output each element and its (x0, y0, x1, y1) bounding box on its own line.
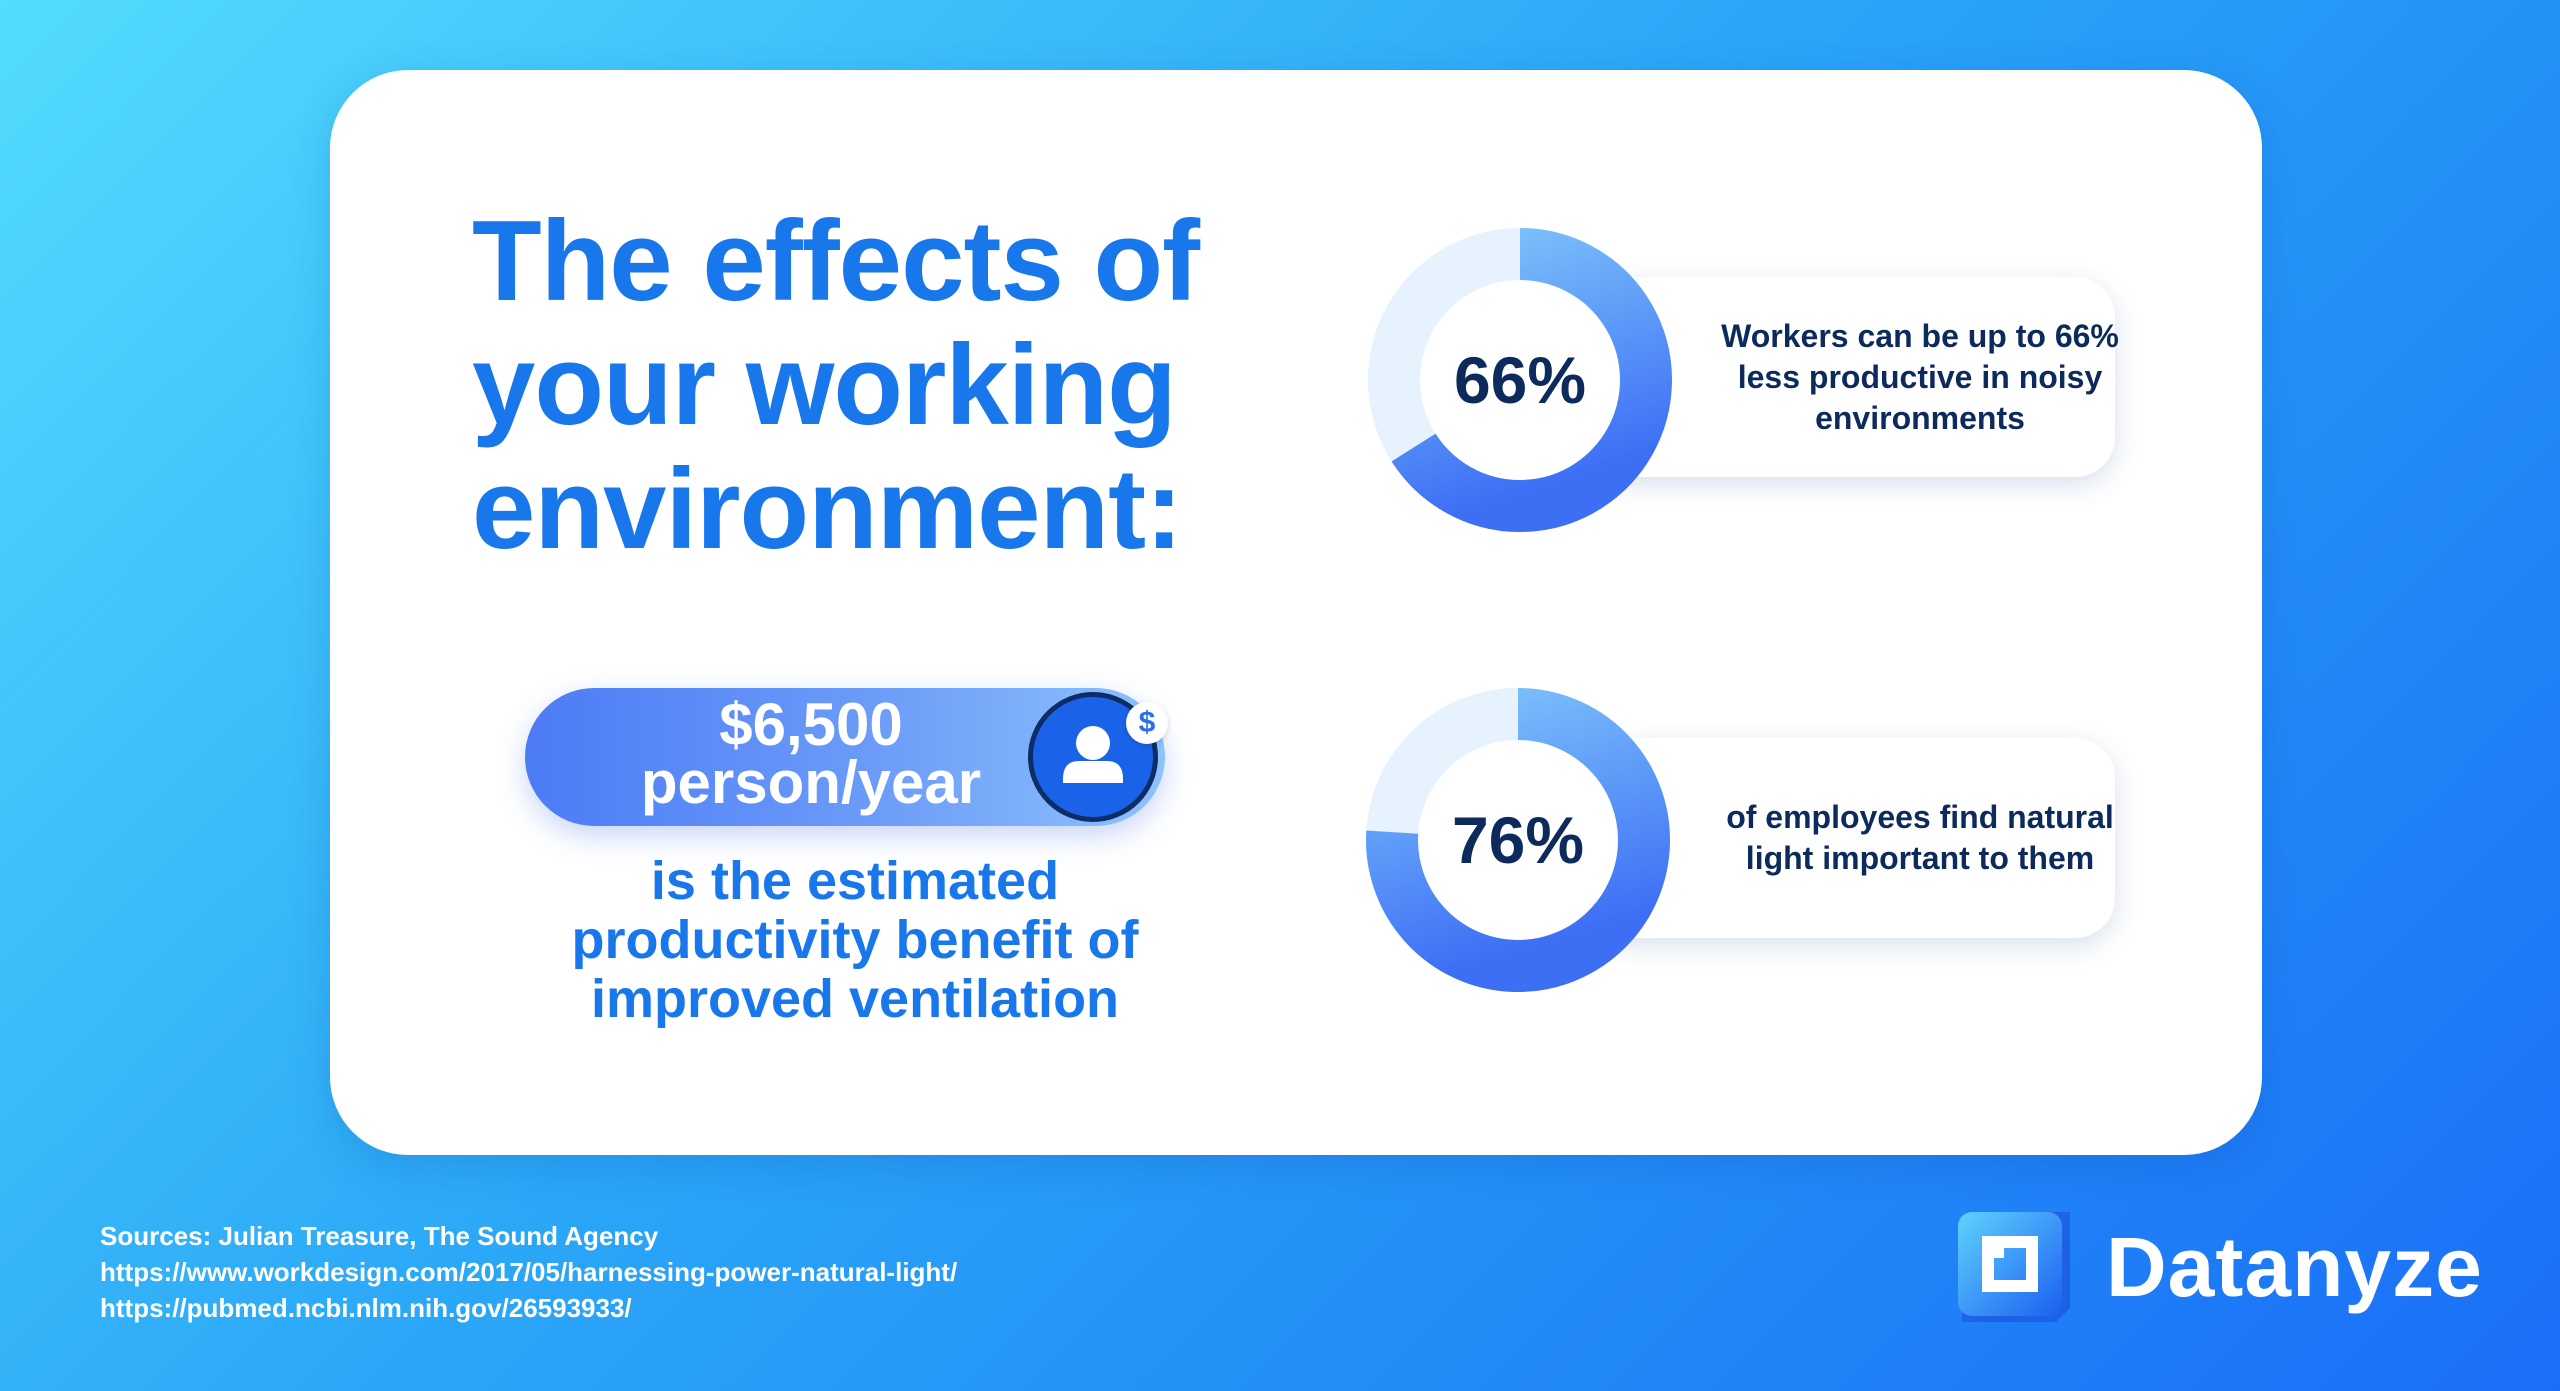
benefit-amount: $6,500 (719, 691, 903, 758)
benefit-description-line: is the estimated (650, 851, 1060, 911)
stat-text-line: less productive in noisy (1737, 358, 2103, 395)
headline-line: your working (472, 322, 1177, 449)
headline-line: environment: (472, 446, 1183, 573)
source-line: https://www.workdesign.com/2017/05/harne… (100, 1257, 958, 1287)
stat-text-line: environments (1815, 399, 2025, 436)
stat-card-noise: Workers can be up to 66% less productive… (1595, 277, 2119, 477)
donut-center (1419, 741, 1617, 939)
dollar-icon: $ (1126, 702, 1168, 744)
infographic-card (330, 70, 2262, 1155)
benefit-description-line: productivity benefit of (571, 910, 1139, 970)
benefit-amount-text: $6,500 person/year (525, 691, 1097, 816)
stat-text-line: of employees find natural (1726, 799, 2114, 835)
sources: Sources: Julian Treasure, The Sound Agen… (100, 1218, 957, 1326)
stat-text-light: of employees find natural light importan… (1726, 738, 2114, 938)
datanyze-logo-icon (1958, 1212, 2070, 1322)
stat-text-line: Workers can be up to 66% (1721, 317, 2119, 354)
donut-value-noise: 66% (1453, 343, 1587, 417)
benefit-description: is the estimated productivity benefit of… (520, 852, 1190, 1029)
user-icon (1028, 692, 1158, 822)
brand-name: Datanyze (2106, 1220, 2483, 1314)
donut-value-light: 76% (1451, 803, 1585, 877)
headline: The effects of your working environment: (472, 200, 1272, 572)
source-line: Sources: Julian Treasure, The Sound Agen… (100, 1221, 659, 1251)
source-line: https://pubmed.ncbi.nlm.nih.gov/26593933… (100, 1293, 632, 1323)
donut-center (1421, 281, 1619, 479)
headline-line: The effects of (472, 198, 1200, 325)
donut-arc (1391, 228, 1672, 532)
donut-arc (1366, 688, 1670, 992)
stat-card-light: of employees find natural light importan… (1595, 738, 2115, 938)
benefit-description-line: improved ventilation (590, 969, 1120, 1029)
donut-chart-light (1366, 688, 1670, 992)
benefit-unit: person/year (640, 749, 982, 816)
donut-chart-noise (1368, 228, 1672, 532)
stat-text-noise: Workers can be up to 66% less productive… (1721, 277, 2119, 477)
stat-text-line: light important to them (1745, 840, 2095, 876)
